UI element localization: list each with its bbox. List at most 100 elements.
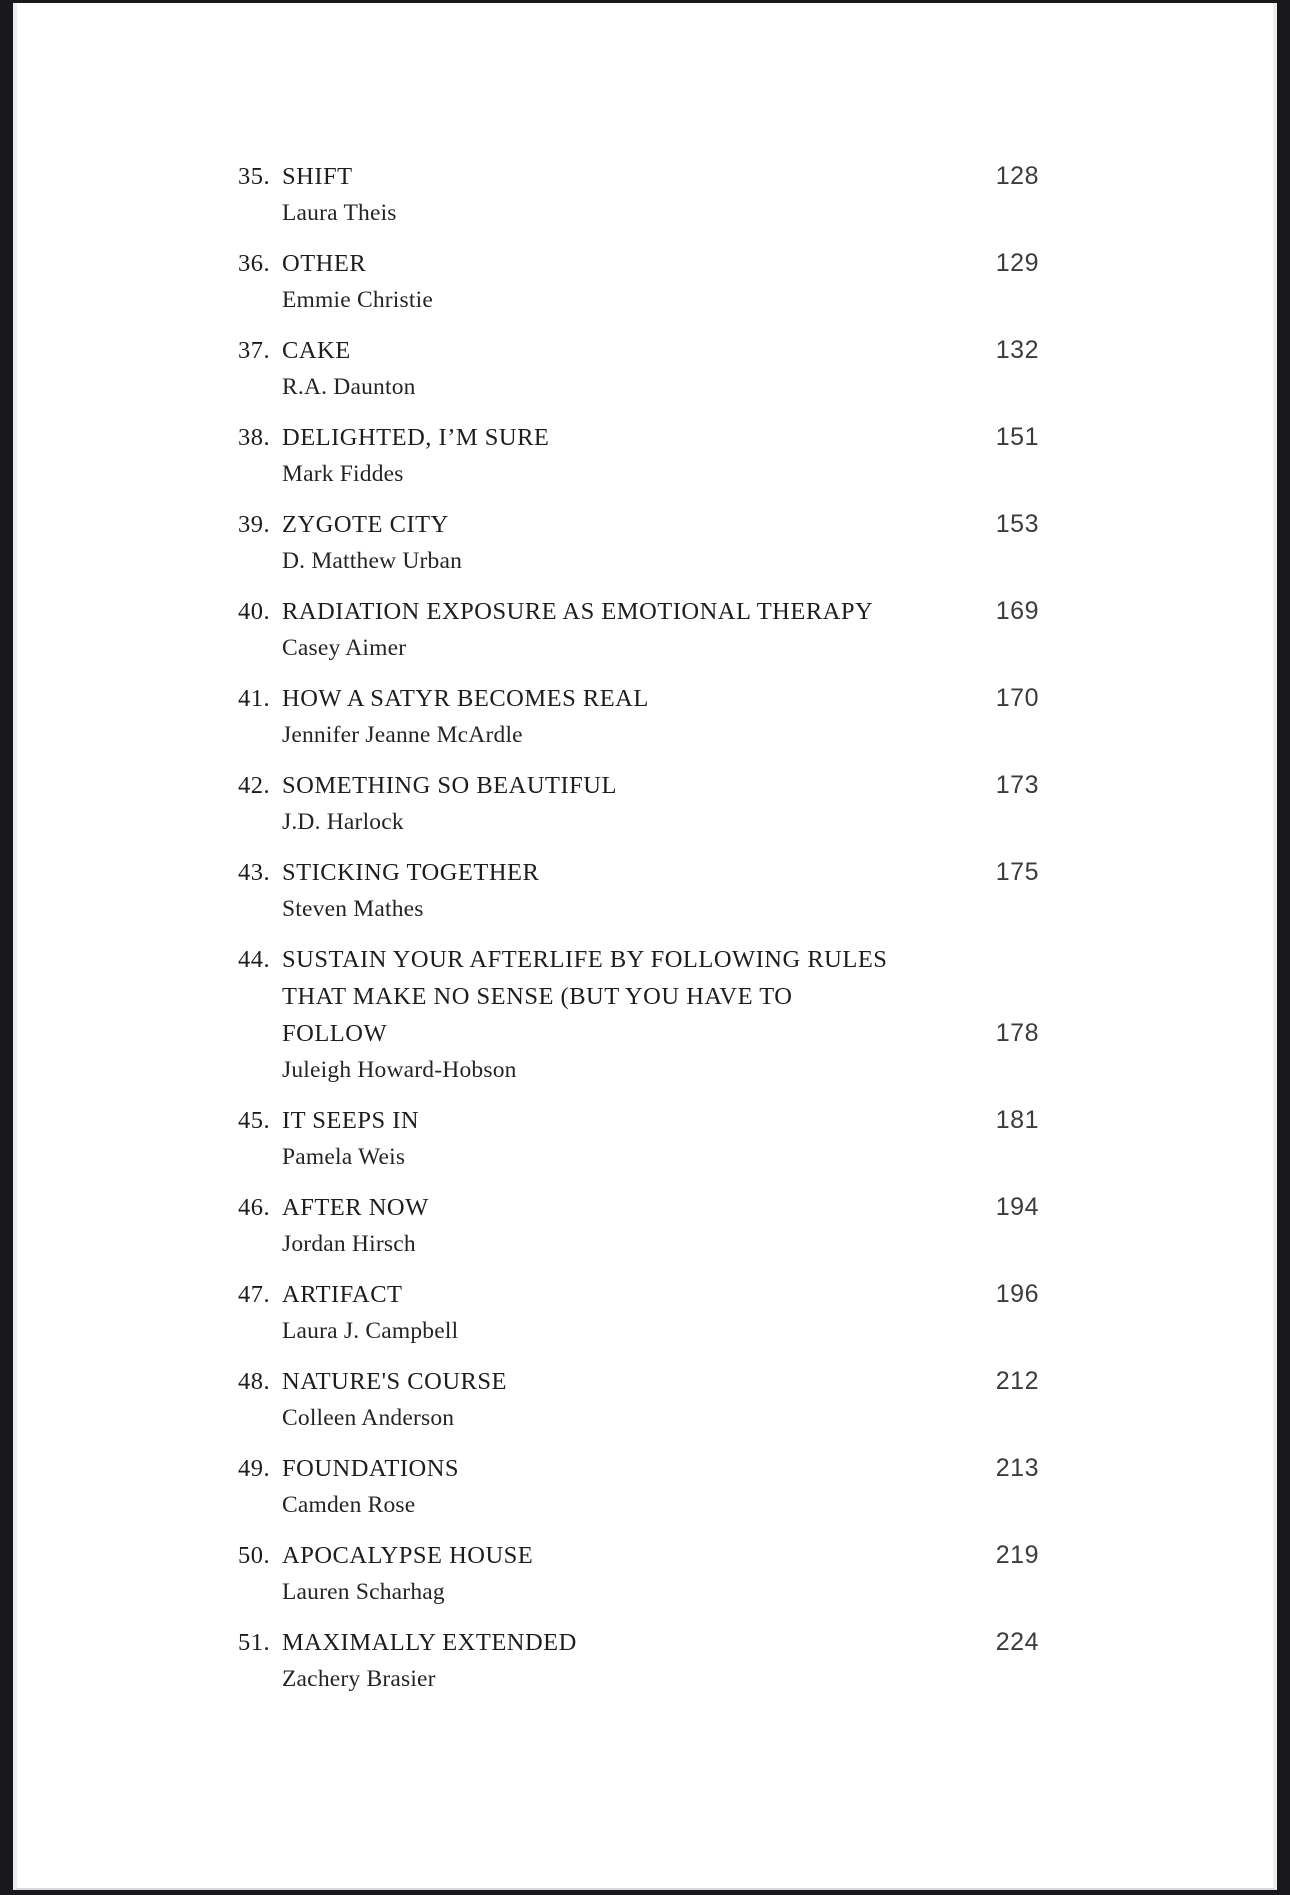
toc-entry-number: 51.	[238, 1629, 271, 1656]
toc-entry-title: 38. DELIGHTED, I’M SURE	[238, 419, 549, 456]
toc-entry-row: 37. CAKE 132	[238, 332, 1039, 369]
toc-entry-author: Jordan Hirsch	[282, 1231, 416, 1257]
toc-entry-number: 46.	[238, 1194, 271, 1221]
toc-entry-number: 48.	[238, 1368, 271, 1395]
toc-entry-author: Laura J. Campbell	[282, 1318, 459, 1344]
toc-entry-title-text: CAKE	[282, 337, 351, 364]
toc-entry-row: 51. MAXIMALLY EXTENDED 224	[238, 1624, 1039, 1661]
toc-entry-number: 45.	[238, 1107, 271, 1134]
toc-entry[interactable]: 49. FOUNDATIONS 213 Camden Rose	[238, 1450, 1039, 1524]
toc-entry-title-text: DELIGHTED, I’M SURE	[282, 424, 550, 451]
toc-entry-number: 35.	[238, 163, 271, 190]
toc-entry[interactable]: 42. SOMETHING SO BEAUTIFUL 173 J.D. Harlo…	[238, 767, 1039, 841]
toc-entry-page-number: 196	[995, 1280, 1039, 1308]
toc-entry[interactable]: 48. NATURE'S COURSE 212 Colleen Anderson	[238, 1363, 1039, 1437]
toc-entry[interactable]: 36. OTHER 129 Emmie Christie	[238, 245, 1039, 319]
toc-entry-number: 50.	[238, 1542, 271, 1569]
toc-entry-title: 37. CAKE	[238, 332, 351, 369]
toc-entry[interactable]: 40. RADIATION EXPOSURE AS EMOTIONAL THERA…	[238, 593, 1039, 667]
toc-entry-page-number: 173	[995, 771, 1039, 799]
toc-entry-number: 42.	[238, 772, 271, 799]
toc-entry-author: Zachery Brasier	[282, 1666, 436, 1692]
toc-entry-title-text: SOMETHING SO BEAUTIFUL	[282, 772, 617, 799]
toc-entry-title-text: NATURE'S COURSE	[282, 1368, 507, 1395]
toc-entry-title: 48. NATURE'S COURSE	[238, 1363, 507, 1400]
toc-entry-number: 37.	[238, 337, 271, 364]
toc-entry-title: 42. SOMETHING SO BEAUTIFUL	[238, 767, 617, 804]
toc-entry-title-text: SHIFT	[282, 163, 353, 190]
toc-entry-row: 43. STICKING TOGETHER 175	[238, 854, 1039, 891]
toc-entry[interactable]: 45. IT SEEPS IN 181 Pamela Weis	[238, 1102, 1039, 1176]
toc-entry-title-text: IT SEEPS IN	[282, 1107, 420, 1134]
toc-entry[interactable]: 41. HOW A SATYR BECOMES REAL 170 Jennifer…	[238, 680, 1039, 754]
toc-entry-row: 45. IT SEEPS IN 181	[238, 1102, 1039, 1139]
toc-entry[interactable]: 37. CAKE 132 R.A. Daunton	[238, 332, 1039, 406]
toc-entry-title: 45. IT SEEPS IN	[238, 1102, 419, 1139]
toc-entry-title-text: OTHER	[282, 250, 367, 277]
toc-entry-title: 50. APOCALYPSE HOUSE	[238, 1537, 533, 1574]
toc-entry[interactable]: 47. ARTIFACT 196 Laura J. Campbell	[238, 1276, 1039, 1350]
toc-entry-page-number: 129	[995, 249, 1039, 277]
toc-entry-title: 46. AFTER NOW	[238, 1189, 429, 1226]
toc-entry-author: Jennifer Jeanne McArdle	[282, 722, 523, 748]
toc-entry-page-number: 132	[995, 336, 1039, 364]
toc-entry-row: 41. HOW A SATYR BECOMES REAL 170	[238, 680, 1039, 717]
toc-entry-page-number: 178	[995, 1019, 1039, 1047]
toc-entry-author: Steven Mathes	[282, 896, 424, 922]
toc-entry[interactable]: 44. SUSTAIN YOUR AFTERLIFE BY FOLLOWING R…	[238, 941, 1039, 1089]
toc-entry-row: 38. DELIGHTED, I’M SURE 151	[238, 419, 1039, 456]
toc-entry-page-number: 224	[995, 1628, 1039, 1656]
toc-entry-author: Camden Rose	[282, 1492, 416, 1518]
toc-entry-page-number: 212	[995, 1367, 1039, 1395]
table-of-contents: 35. SHIFT 128 Laura Theis 36. OTHER 129 Em…	[17, 3, 1273, 1698]
toc-entry-title: 40. RADIATION EXPOSURE AS EMOTIONAL THERA…	[238, 593, 873, 630]
toc-entry-row: 49. FOUNDATIONS 213	[238, 1450, 1039, 1487]
toc-entry-author: Laura Theis	[282, 200, 397, 226]
toc-entry[interactable]: 35. SHIFT 128 Laura Theis	[238, 158, 1039, 232]
toc-entry-page-number: 151	[995, 423, 1039, 451]
toc-entry-row: 44. SUSTAIN YOUR AFTERLIFE BY FOLLOWING R…	[238, 941, 1039, 1052]
toc-entry-page-number: 219	[995, 1541, 1039, 1569]
toc-entry-row: 40. RADIATION EXPOSURE AS EMOTIONAL THERA…	[238, 593, 1039, 630]
toc-entry-author: Emmie Christie	[282, 287, 433, 313]
toc-entry-number: 36.	[238, 250, 271, 277]
toc-entry[interactable]: 50. APOCALYPSE HOUSE 219 Lauren Scharhag	[238, 1537, 1039, 1611]
toc-entry-page-number: 153	[995, 510, 1039, 538]
toc-entry-author: Mark Fiddes	[282, 461, 404, 487]
toc-entry-title: 43. STICKING TOGETHER	[238, 854, 539, 891]
toc-entry-number: 44.	[238, 946, 271, 973]
toc-entry[interactable]: 38. DELIGHTED, I’M SURE 151 Mark Fiddes	[238, 419, 1039, 493]
toc-entry-page-number: 213	[995, 1454, 1039, 1482]
toc-entry-title-text: STICKING TOGETHER	[282, 859, 540, 886]
toc-entry-number: 49.	[238, 1455, 271, 1482]
toc-entry-number: 41.	[238, 685, 271, 712]
toc-entry-title: 47. ARTIFACT	[238, 1276, 403, 1313]
toc-entry-author: Lauren Scharhag	[282, 1579, 445, 1605]
toc-entry[interactable]: 51. MAXIMALLY EXTENDED 224 Zachery Brasie…	[238, 1624, 1039, 1698]
toc-entry[interactable]: 39. ZYGOTE CITY 153 D. Matthew Urban	[238, 506, 1039, 580]
toc-entry-row: 48. NATURE'S COURSE 212	[238, 1363, 1039, 1400]
toc-entry-row: 35. SHIFT 128	[238, 158, 1039, 195]
toc-entry-page-number: 194	[995, 1193, 1039, 1221]
toc-entry-title-text: HOW A SATYR BECOMES REAL	[282, 685, 649, 712]
toc-entry-title-text: RADIATION EXPOSURE AS EMOTIONAL THERAPY	[282, 598, 874, 625]
toc-entry-title: 51. MAXIMALLY EXTENDED	[238, 1624, 577, 1661]
toc-entry-author: Juleigh Howard-Hobson	[282, 1057, 517, 1083]
toc-entry-title: 36. OTHER	[238, 245, 366, 282]
toc-entry[interactable]: 46. AFTER NOW 194 Jordan Hirsch	[238, 1189, 1039, 1263]
toc-entry-number: 39.	[238, 511, 271, 538]
toc-entry-row: 50. APOCALYPSE HOUSE 219	[238, 1537, 1039, 1574]
toc-entry-row: 47. ARTIFACT 196	[238, 1276, 1039, 1313]
toc-entry-title-text: AFTER NOW	[282, 1194, 429, 1221]
toc-entry-number: 38.	[238, 424, 271, 451]
toc-entry[interactable]: 43. STICKING TOGETHER 175 Steven Mathes	[238, 854, 1039, 928]
toc-entry-title: 35. SHIFT	[238, 158, 353, 195]
toc-entry-author: J.D. Harlock	[282, 809, 404, 835]
toc-entry-row: 39. ZYGOTE CITY 153	[238, 506, 1039, 543]
toc-entry-row: 46. AFTER NOW 194	[238, 1189, 1039, 1226]
toc-entry-number: 43.	[238, 859, 271, 886]
toc-entry-title-text: ARTIFACT	[282, 1281, 403, 1308]
toc-entry-author: Pamela Weis	[282, 1144, 406, 1170]
toc-entry-author: Casey Aimer	[282, 635, 407, 661]
toc-entry-number: 40.	[238, 598, 271, 625]
